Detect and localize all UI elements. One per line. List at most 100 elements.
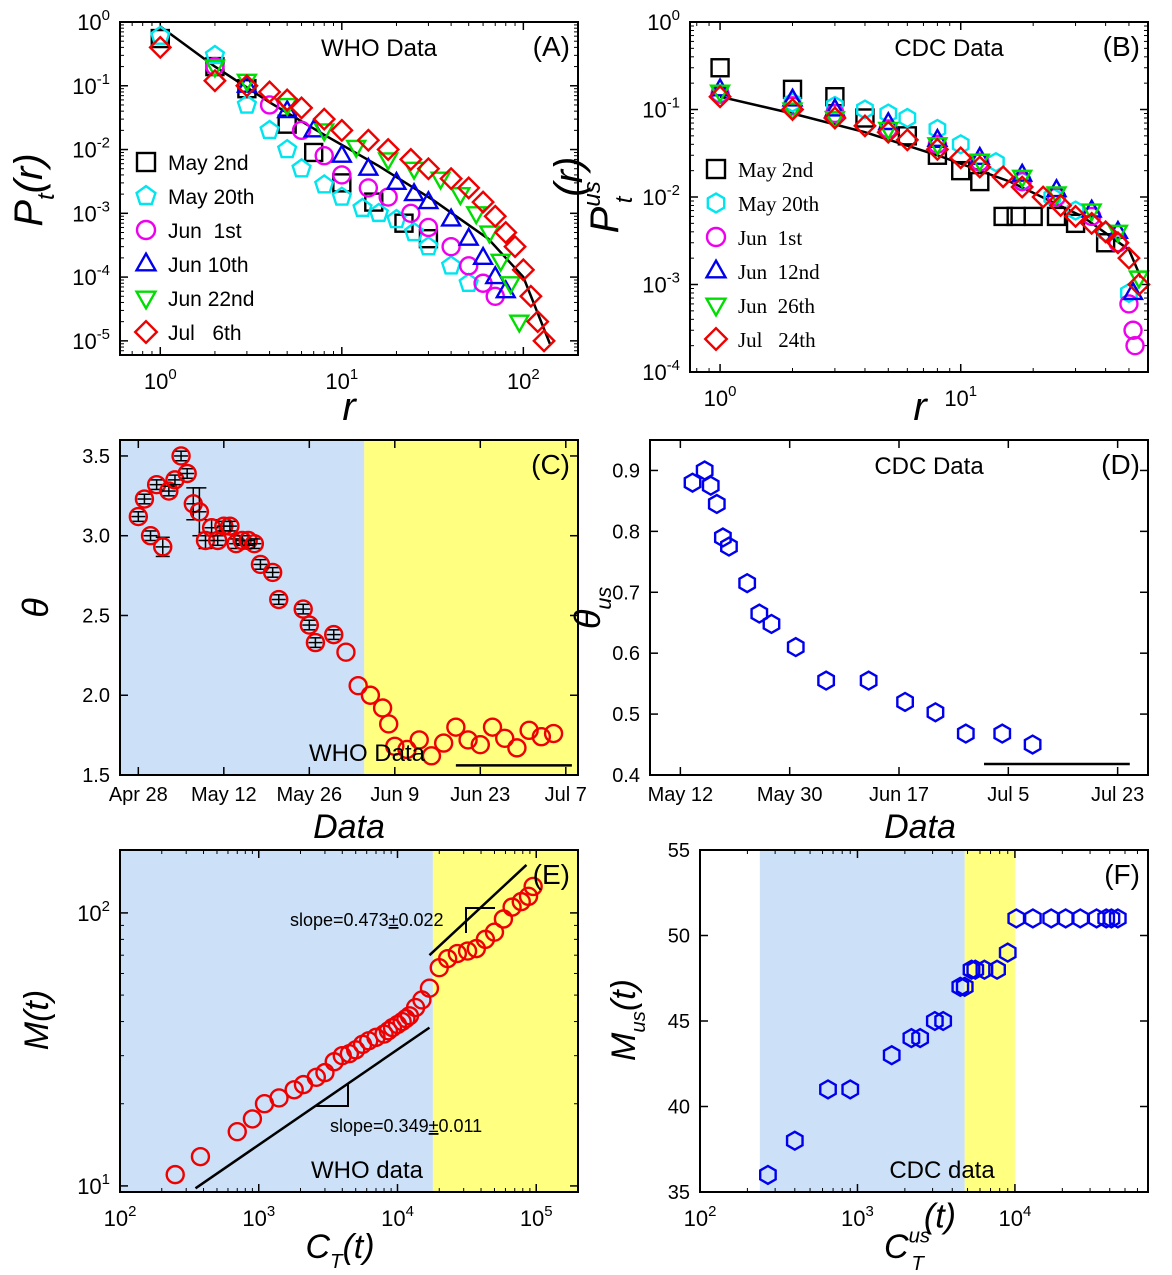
data-point [441,236,461,257]
x-axis-title-D-main: Data [884,808,956,846]
x-tick-label: 100 [704,383,737,411]
series-0 [758,908,1127,1186]
series-5 [708,84,1151,297]
series-0 [150,28,439,249]
data-point [701,475,720,496]
x-tick-label: Jul 5 [987,784,1029,806]
data-point [853,113,877,138]
data-point [783,92,802,113]
series-1 [149,25,480,293]
plot-frame [649,439,1149,776]
data-point [189,502,210,522]
data-point [1123,320,1143,340]
data-point [1127,272,1151,297]
data-point [532,328,556,353]
data-point [1080,198,1103,218]
data-point [855,108,875,128]
y-tick-label-exp: 2 [102,898,110,915]
data-point [484,264,507,285]
y-axis-title-C-main: θ [15,598,56,618]
data-point [1097,908,1116,929]
x-tick-label-base: 10 [684,1206,708,1231]
data-point [409,730,429,750]
data-point [140,526,161,546]
data-point [259,119,280,140]
dataset-label: WHO Data [309,740,426,767]
y-axis-title-A: Pt(r) [7,153,60,226]
data-point [330,143,353,163]
legend-label: Jun 1st [738,226,802,250]
x-tick-label-exp: 3 [866,1203,874,1220]
x-tick-label: Apr 28 [109,784,168,806]
data-point [934,1010,953,1032]
data-point [1080,203,1103,223]
y-tick-label: 10-4 [72,262,110,290]
data-point [203,59,226,79]
data-point [484,922,505,942]
plot-frame [119,439,579,776]
legend-marker [134,251,158,272]
data-point [358,178,379,198]
y-tick-label: 10-1 [642,95,680,123]
y-axis-title-B: Pus t (r) [547,157,638,234]
data-point [991,164,1016,189]
data-point [882,1044,901,1066]
fit-line-0 [194,1026,431,1190]
data-point [1011,169,1034,190]
data-point [417,189,440,210]
x-axis-title-D: Data [884,808,956,846]
fit-line-1 [428,864,528,957]
x-tick-label: 102 [104,1203,137,1231]
x-tick-label-exp: 5 [544,1203,552,1220]
data-point [314,146,334,166]
panel-label: (B) [1103,31,1140,62]
data-point [1056,908,1075,929]
series-0 [683,460,1042,755]
data-point [313,123,336,143]
plot-frame [689,21,1149,373]
data-point [925,137,950,162]
data-point [242,1109,263,1129]
data-point [377,152,400,172]
y-axis-title-B-sup: us [579,181,606,206]
data-point [447,943,468,964]
data-point [385,170,408,191]
legend-marker [706,192,726,214]
data-point [403,181,426,202]
data-point [128,506,149,527]
x-tick-label-exp: 4 [1023,1203,1031,1220]
data-point [472,245,495,266]
data-point [459,256,479,276]
data-point [1095,233,1116,253]
x-tick-label-exp: 1 [969,383,977,400]
data-point [786,636,805,658]
legend-label: May 2nd [168,152,249,175]
x-tick-label: 103 [242,1203,275,1231]
y-tick-label-exp: 0 [102,7,110,24]
y-tick-label: 35 [668,1182,690,1204]
data-point [471,190,495,214]
data-point [1119,294,1139,314]
data-point [456,176,481,200]
data-point [401,203,421,224]
data-point [345,139,368,160]
y-tick-label: 50 [668,926,690,948]
x-tick-label-base: 10 [381,1206,405,1231]
chart-title: WHO Data [321,35,438,62]
y-tick-label: 0.6 [612,643,640,665]
y-axis-title-F-main: M [605,1032,643,1061]
x-tick-label-exp: 3 [267,1203,275,1220]
data-point [262,562,283,583]
x-tick-label: 101 [944,383,977,411]
slope-value: slope=0.473 [290,910,389,930]
y-axis-title-C: θ [15,598,56,618]
x-tick-label: May 12 [648,784,714,806]
data-point [1031,185,1056,209]
data-point [204,44,226,65]
data-point [470,734,490,755]
data-point [332,165,352,185]
data-point [291,157,312,178]
x-tick-label-exp: 0 [728,383,736,400]
data-point [955,976,974,998]
x-tick-label: 104 [381,1203,414,1231]
